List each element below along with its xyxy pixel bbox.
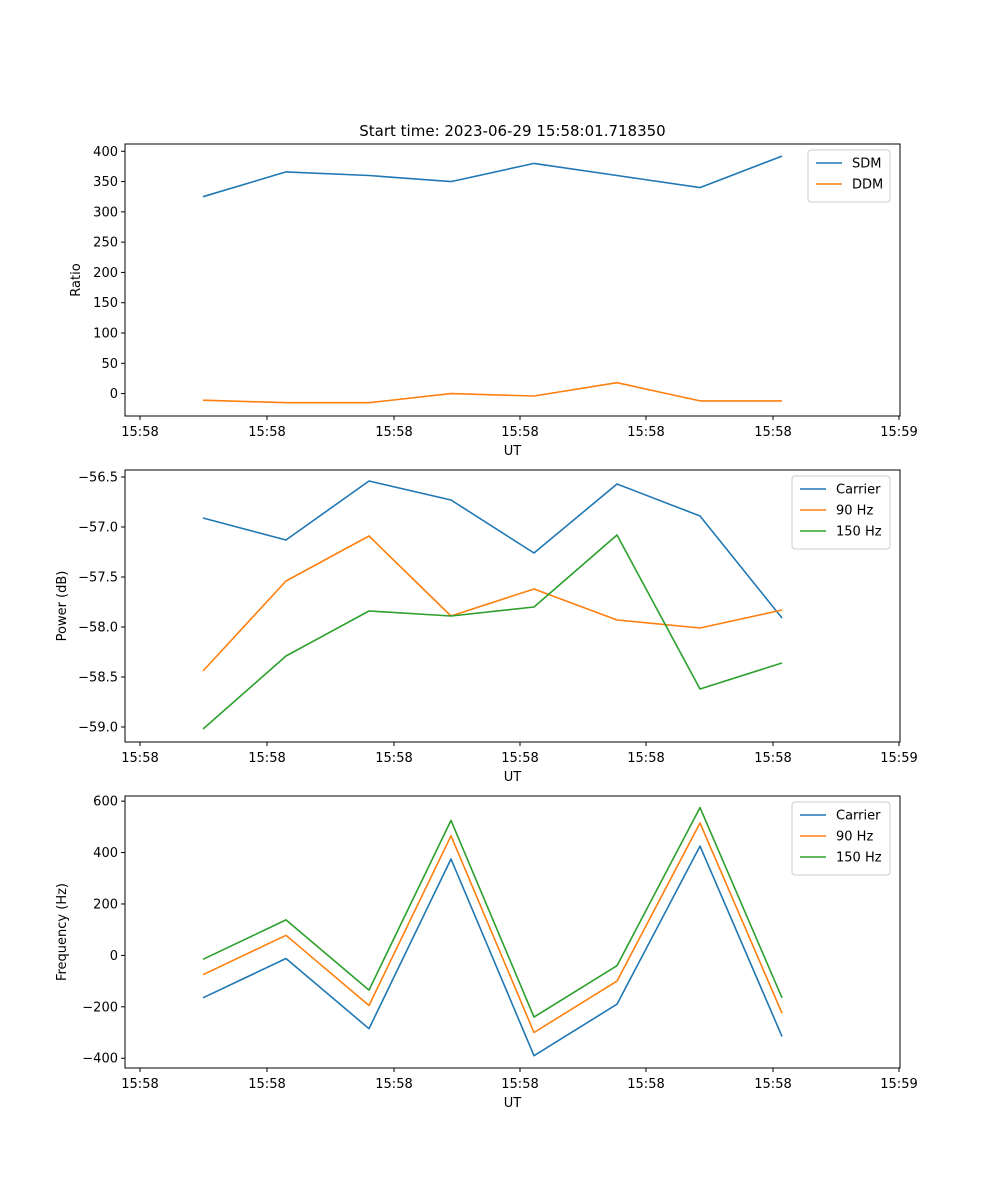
legend: Carrier 90 Hz 150 Hz (791, 475, 891, 550)
x-tick-label: 15:58 (754, 425, 791, 440)
x-axis-label: UT (504, 1096, 522, 1111)
y-tick-label: −56.5 (78, 471, 118, 486)
legend-label: 90 Hz (836, 504, 873, 519)
legend-label: SDM (852, 157, 881, 172)
y-tick-label: −200 (82, 1000, 118, 1015)
x-axis-label: UT (504, 770, 522, 785)
x-tick-label: 15:58 (248, 425, 285, 440)
y-axis-label: Ratio (69, 263, 84, 296)
series-line-150-hz (202, 806, 783, 1018)
x-tick-label: 15:58 (501, 425, 538, 440)
x-tick-label: 15:58 (627, 425, 664, 440)
y-axis-label: Frequency (Hz) (55, 883, 70, 981)
x-axis-label: UT (504, 444, 522, 459)
x-tick-label: 15:58 (248, 1077, 285, 1092)
x-tick-label: 15:58 (754, 1077, 791, 1092)
legend-label: 150 Hz (836, 851, 882, 866)
y-tick-label: −58.0 (78, 621, 118, 636)
legend-label: Carrier (836, 483, 881, 498)
x-tick-label: 15:58 (248, 751, 285, 766)
x-tick-label: 15:58 (375, 1077, 412, 1092)
x-tick-label: 15:58 (121, 751, 158, 766)
x-tick-label: 15:59 (880, 425, 917, 440)
y-tick-label: 400 (93, 846, 118, 861)
y-axis-label: Power (dB) (55, 571, 70, 642)
y-tick-label: 250 (93, 236, 118, 251)
axes-frame (124, 469, 901, 743)
x-tick-label: 15:58 (375, 751, 412, 766)
figure-title: Start time: 2023-06-29 15:58:01.718350 (359, 122, 665, 140)
legend-label: Carrier (836, 809, 881, 824)
legend-label: DDM (852, 178, 883, 193)
axes-frame (124, 143, 901, 417)
x-tick-label: 15:58 (627, 1077, 664, 1092)
x-tick-label: 15:58 (501, 751, 538, 766)
subplot-2: −59.0 −58.5 −58.0 −57.5 −57.0 −56.5 15:58 15:58… (55, 469, 918, 785)
subplot-3: −400 −200 0 200 400 600 15:58 15:58 15:58 15:58 15… (55, 795, 918, 1111)
x-tick-label: 15:58 (121, 425, 158, 440)
y-tick-label: −400 (82, 1052, 118, 1067)
x-tick-label: 15:58 (754, 751, 791, 766)
legend: SDM DDM (807, 149, 891, 203)
x-tick-label: 15:58 (627, 751, 664, 766)
y-tick-label: 200 (93, 266, 118, 281)
x-tick-label: 15:58 (501, 1077, 538, 1092)
series-line-150-hz (202, 534, 783, 730)
y-tick-label: −58.5 (78, 671, 118, 686)
y-tick-label: 100 (93, 327, 118, 342)
series-line-90-hz (202, 822, 783, 1034)
y-tick-label: 600 (93, 795, 118, 810)
series-line-sdm (202, 155, 783, 198)
y-tick-label: 150 (93, 296, 118, 311)
y-tick-label: 350 (93, 175, 118, 190)
series-line-carrier (202, 480, 783, 619)
y-tick-label: −57.5 (78, 571, 118, 586)
y-tick-label: 0 (110, 949, 118, 964)
y-tick-label: 50 (101, 357, 118, 372)
legend-label: 150 Hz (836, 525, 882, 540)
y-tick-label: 0 (110, 387, 118, 402)
x-tick-label: 15:59 (880, 1077, 917, 1092)
y-tick-label: 200 (93, 897, 118, 912)
x-tick-label: 15:58 (121, 1077, 158, 1092)
series-line-90-hz (202, 535, 783, 672)
legend: Carrier 90 Hz 150 Hz (791, 801, 891, 876)
axes-frame (124, 795, 901, 1069)
y-tick-label: −59.0 (78, 721, 118, 736)
legend-label: 90 Hz (836, 830, 873, 845)
y-tick-label: 400 (93, 145, 118, 160)
y-tick-label: −57.0 (78, 521, 118, 536)
subplot-1: 0 50 100 150 200 250 300 350 400 15:58 15:58 15:58 1… (69, 143, 918, 459)
x-tick-label: 15:58 (375, 425, 412, 440)
series-line-carrier (202, 845, 783, 1057)
x-tick-label: 15:59 (880, 751, 917, 766)
y-tick-label: 300 (93, 205, 118, 220)
series-line-ddm (202, 381, 782, 404)
